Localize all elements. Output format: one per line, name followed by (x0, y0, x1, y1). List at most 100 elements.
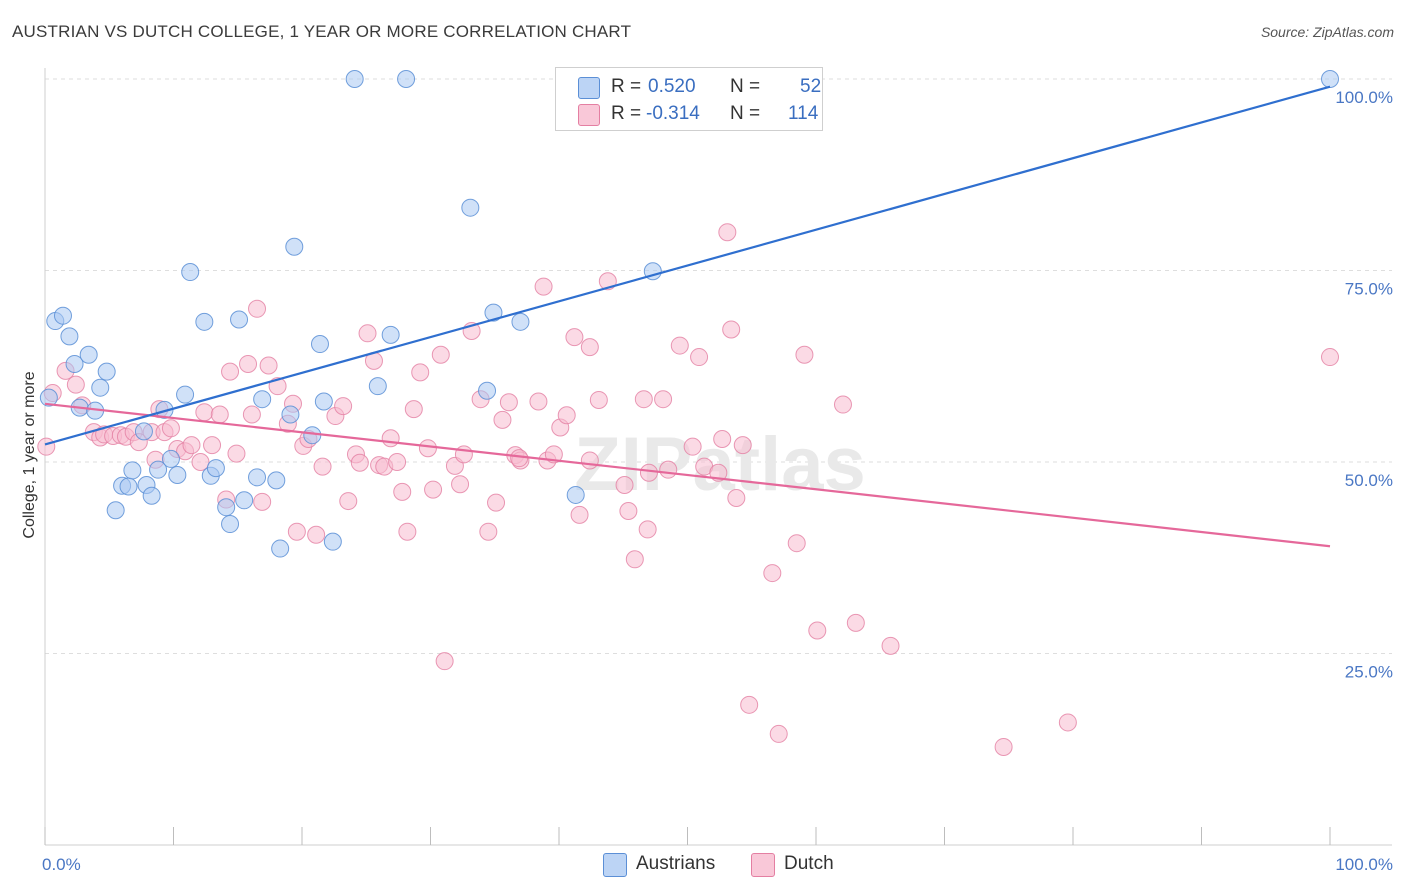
dutch-trend-line (44, 402, 1331, 548)
austrian-point (123, 461, 142, 480)
austrians-legend-swatch (603, 853, 627, 877)
dutch-point (638, 520, 657, 539)
austrian-point (397, 70, 416, 88)
austrian-point (381, 325, 400, 344)
austrian-point (97, 362, 116, 381)
y-tick-label: 50.0% (1345, 471, 1393, 490)
chart-title: AUSTRIAN VS DUTCH COLLEGE, 1 YEAR OR MOR… (12, 22, 632, 41)
dutch-point (713, 430, 732, 449)
dutch-point (161, 419, 180, 438)
austrian-point (368, 377, 387, 396)
dutch-n-value: 114 (788, 103, 819, 124)
dutch-point (313, 457, 332, 476)
austrian-point (285, 237, 304, 256)
dutch-swatch (578, 104, 600, 126)
dutch-point (727, 489, 746, 508)
austrians-trend-line (44, 85, 1331, 446)
y-tick-label: 75.0% (1345, 280, 1393, 299)
austrian-point (149, 460, 168, 479)
dutch-point (404, 400, 423, 419)
austrian-point (176, 385, 195, 404)
dutch-point (210, 405, 229, 424)
dutch-point (570, 505, 589, 524)
dutch-legend-swatch (751, 853, 775, 877)
dutch-point (1321, 348, 1339, 367)
austrian-point (461, 198, 480, 217)
austrian-point (323, 532, 342, 551)
dutch-n-label: N = (730, 103, 761, 124)
dutch-point (740, 695, 759, 714)
axes (44, 68, 1392, 846)
dutch-point (195, 403, 214, 422)
dutch-point (418, 439, 437, 458)
dutch-point (580, 338, 599, 357)
dutch-point (499, 393, 518, 412)
grid-lines (45, 78, 1392, 654)
dutch-point (510, 449, 529, 468)
austrians-n-value: 52 (800, 76, 822, 97)
y-tick-label: 25.0% (1345, 663, 1393, 682)
dutch-point (227, 444, 246, 463)
y-tick-labels: 25.0% 50.0% 75.0% 100.0% (1335, 88, 1393, 682)
dutch-point (182, 436, 201, 455)
dutch-point (191, 453, 210, 471)
dutch-point (846, 613, 865, 632)
dutch-r-value: -0.314 (646, 103, 700, 124)
austrian-point (106, 501, 125, 520)
dutch-point (431, 345, 450, 364)
dutch-point (580, 451, 599, 470)
dutch-point (670, 336, 689, 355)
austrian-point (79, 345, 98, 364)
austrians-legend-label: Austrians (636, 853, 716, 874)
correlation-legend: R = 0.520 N = 52 R = -0.314 N = 114 (555, 67, 823, 131)
austrians-swatch (578, 77, 600, 99)
austrian-point (267, 471, 286, 490)
austrian-point (65, 354, 84, 373)
dutch-point (659, 460, 678, 479)
dutch-point (639, 463, 658, 482)
dutch-point (454, 445, 473, 464)
dutch-point (307, 525, 326, 544)
dutch-point (529, 392, 548, 411)
dutch-point (994, 737, 1013, 756)
dutch-legend-label: Dutch (784, 853, 834, 874)
austrian-point (235, 491, 254, 510)
trend-lines (44, 85, 1331, 548)
austrian-point (119, 477, 138, 496)
austrian-point (168, 466, 187, 485)
austrians-n-label: N = (730, 76, 761, 97)
austrian-point (345, 70, 364, 88)
dutch-point (479, 522, 498, 541)
dutch-point (722, 320, 741, 339)
dutch-point (718, 223, 737, 242)
y-tick-label: 100.0% (1335, 88, 1393, 107)
dutch-point (358, 324, 377, 343)
dutch-point (253, 492, 272, 511)
dutch-point (557, 406, 576, 425)
dutch-point (833, 395, 852, 414)
austrian-point (161, 449, 180, 468)
austrian-point (53, 306, 72, 325)
dutch-r-label: R = (611, 103, 642, 124)
dutch-point (381, 429, 400, 448)
dutch-point (769, 724, 788, 743)
austrian-point (91, 378, 110, 397)
dutch-point (787, 534, 806, 553)
austrian-point (60, 327, 79, 346)
austrian-point (484, 303, 503, 322)
austrian-point (248, 468, 267, 487)
dutch-point (733, 436, 752, 455)
austrian-point (134, 422, 153, 441)
austrian-point (566, 485, 585, 504)
austrian-point (310, 335, 329, 354)
austrian-point (230, 310, 249, 329)
austrian-point (253, 390, 272, 409)
austrian-point (478, 381, 497, 400)
dutch-point (393, 482, 412, 501)
dutch-point (795, 345, 814, 364)
dutch-point (248, 299, 267, 318)
dutch-point (259, 356, 278, 375)
austrian-point (221, 515, 240, 534)
austrian-point (314, 392, 333, 411)
